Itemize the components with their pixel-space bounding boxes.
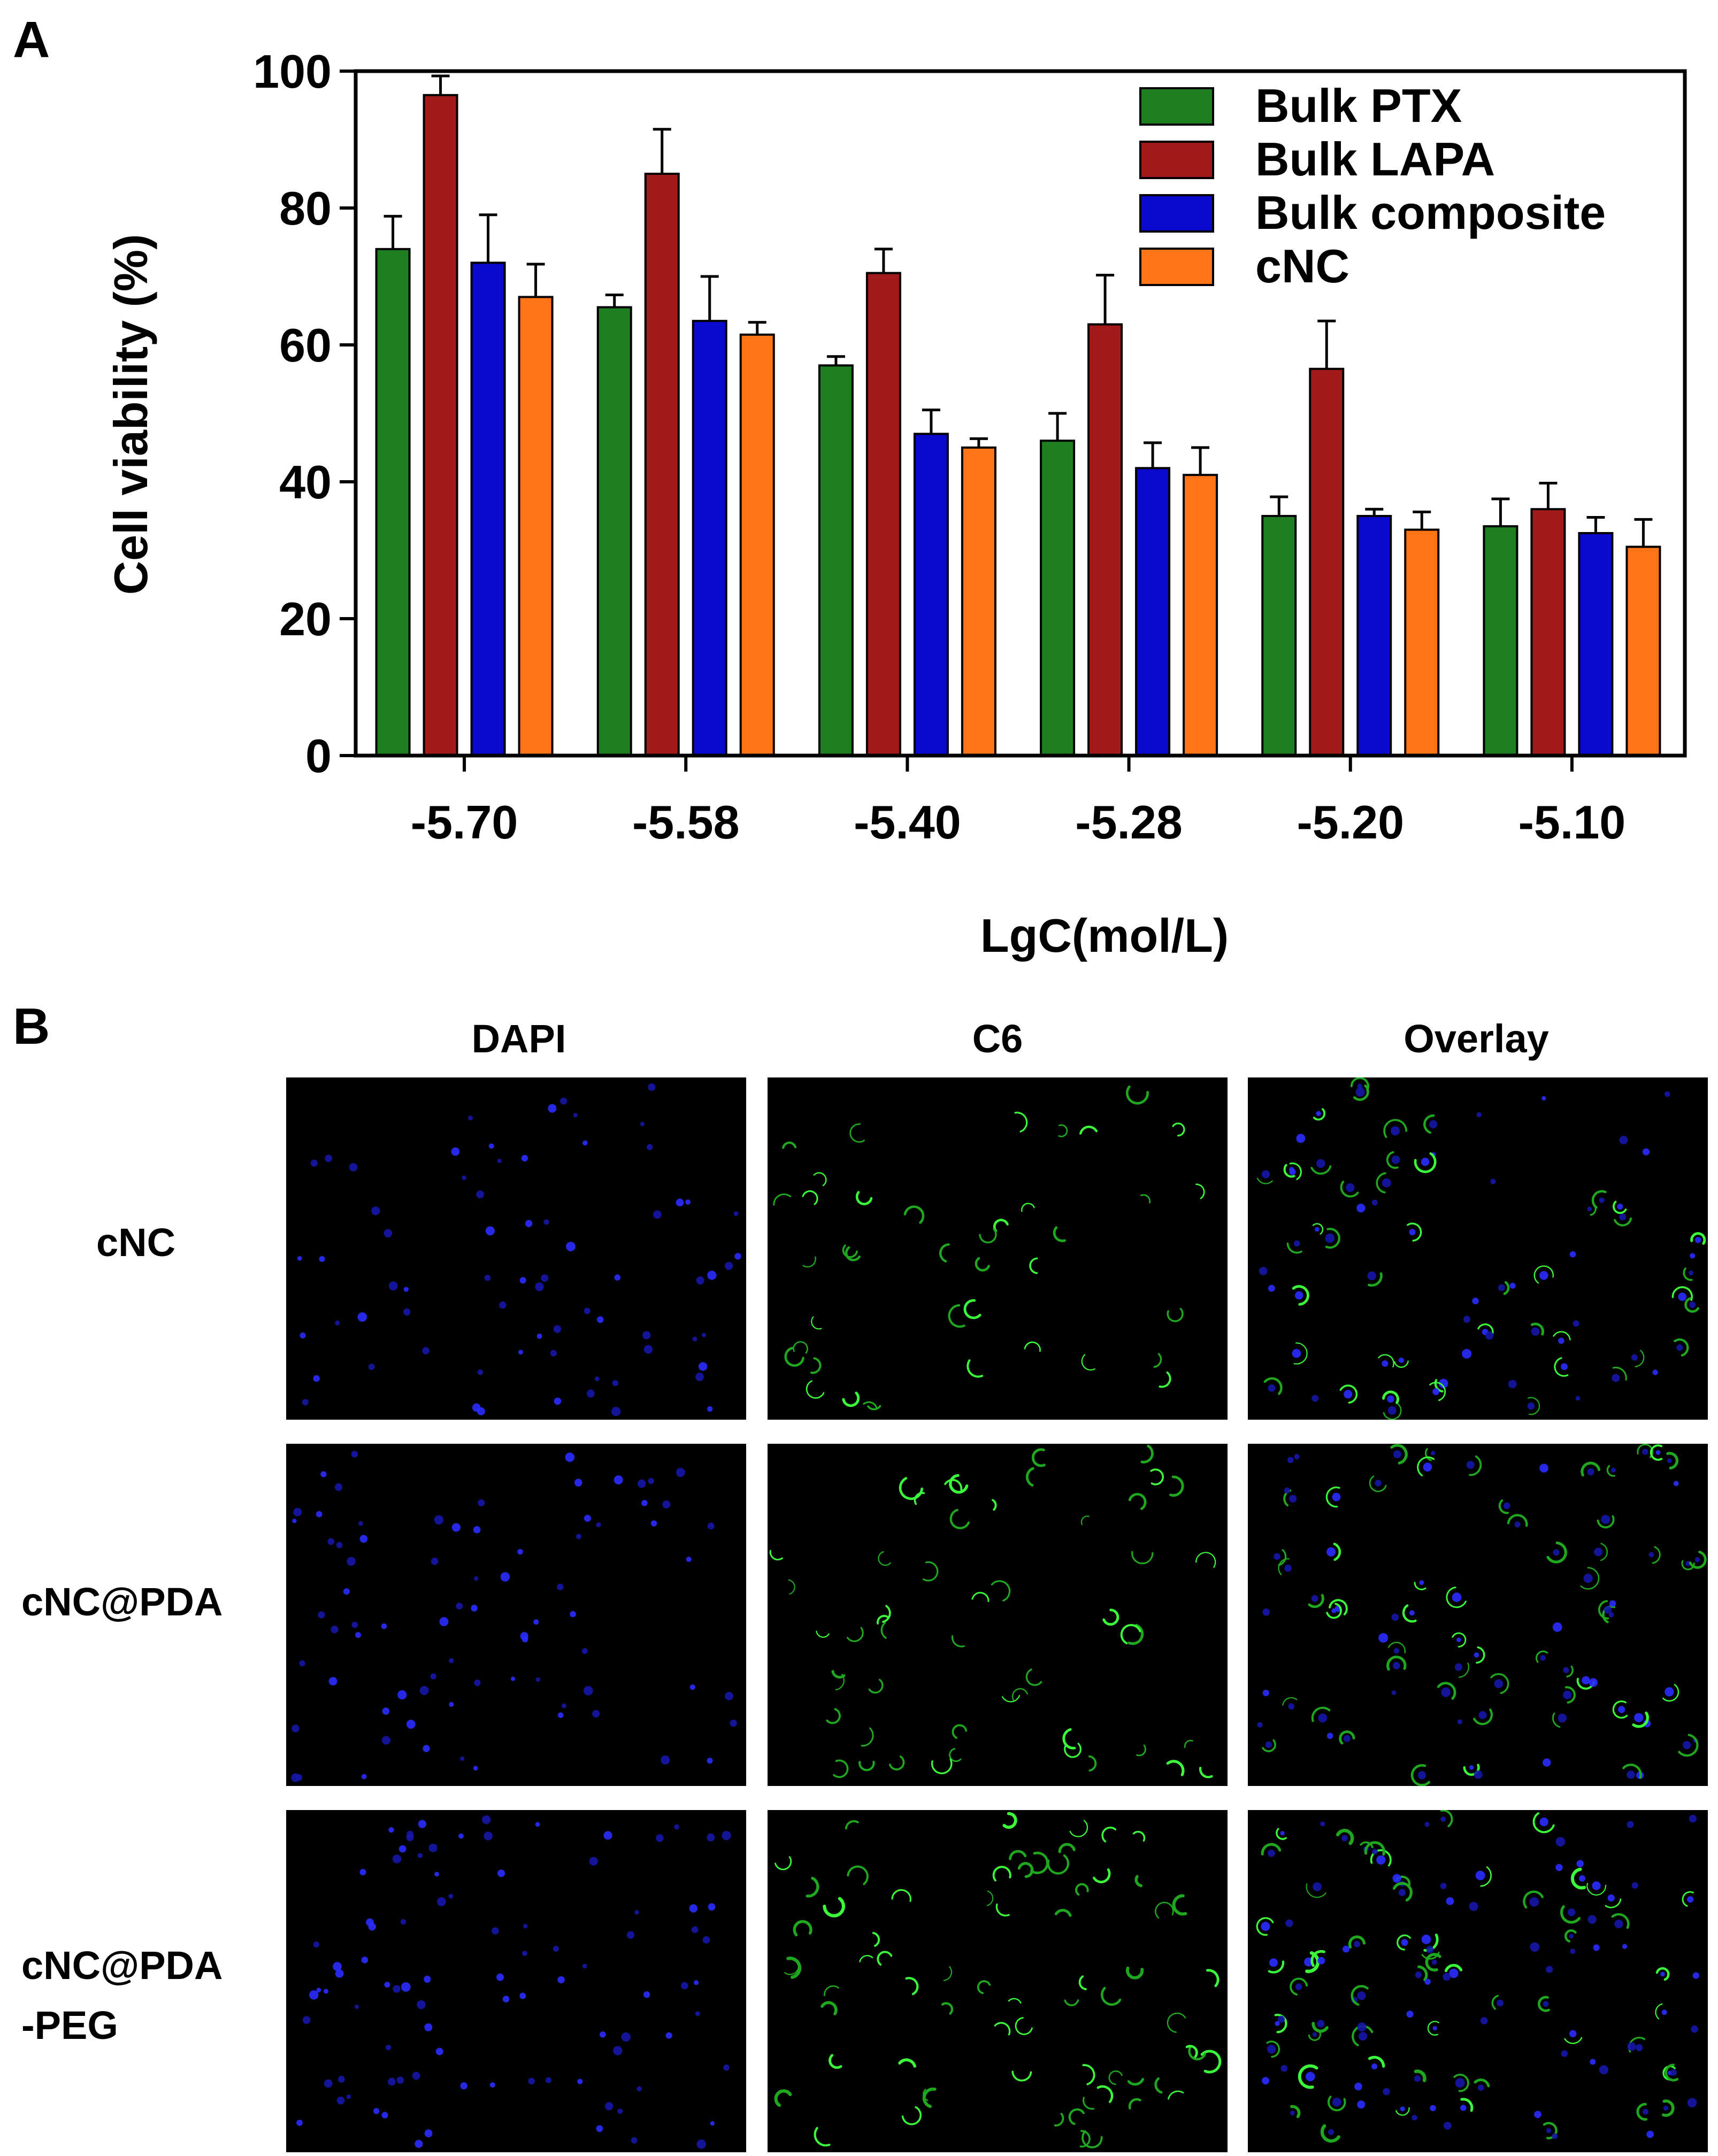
x-tick-label: -5.40 xyxy=(854,796,961,849)
bar xyxy=(1483,525,1518,757)
bar xyxy=(1309,367,1345,757)
panel-b-label: B xyxy=(13,998,50,1055)
y-tick-label: 100 xyxy=(253,45,332,98)
bar xyxy=(739,333,775,757)
legend-swatch xyxy=(1139,141,1214,179)
column-header-dapi: DAPI xyxy=(471,1017,566,1061)
micrograph-cnc-overlay xyxy=(1248,1077,1708,1420)
bar xyxy=(1087,323,1123,757)
legend-swatch xyxy=(1139,87,1214,126)
legend-label: cNC xyxy=(1255,240,1349,292)
x-tick-label: -5.10 xyxy=(1518,796,1626,849)
y-tick-label: 60 xyxy=(279,319,332,372)
legend-label: Bulk LAPA xyxy=(1255,133,1495,186)
bar xyxy=(423,94,458,757)
bar xyxy=(692,320,727,757)
micrograph-cnc-dapi xyxy=(286,1077,746,1420)
y-tick-label: 40 xyxy=(279,456,332,509)
bar xyxy=(1261,515,1297,757)
bar xyxy=(1183,474,1218,757)
x-tick-label: -5.20 xyxy=(1297,796,1404,849)
row-label-cnc-pda: cNC@PDA xyxy=(21,1580,223,1624)
y-tick-label: 80 xyxy=(279,182,332,235)
micrograph-cnc-pda-peg-dapi xyxy=(286,1810,746,2152)
bar xyxy=(518,296,554,757)
row-label-cnc-pda-peg: cNC@PDA -PEG xyxy=(21,1943,223,2047)
row-label-cnc: cNC xyxy=(96,1220,176,1265)
x-tick-label: -5.70 xyxy=(411,796,518,849)
micrograph-cnc-pda-c6 xyxy=(768,1444,1228,1786)
bar xyxy=(1625,545,1661,757)
column-header-c6: C6 xyxy=(972,1017,1023,1061)
y-axis-label: Cell viability (%) xyxy=(104,234,157,595)
y-tick-label: 0 xyxy=(305,729,332,782)
y-tick-label: 20 xyxy=(279,592,332,645)
bar xyxy=(375,248,411,757)
bar xyxy=(1578,532,1614,757)
bar xyxy=(1404,528,1440,757)
bar xyxy=(913,433,949,757)
bar xyxy=(596,306,632,757)
bar xyxy=(470,261,506,757)
panel-a-label: A xyxy=(13,11,50,68)
legend-label: Bulk PTX xyxy=(1255,79,1462,132)
bar xyxy=(644,173,680,757)
bar xyxy=(865,272,901,757)
bar xyxy=(1135,467,1171,757)
x-tick-label: -5.58 xyxy=(632,796,740,849)
bar xyxy=(1530,508,1566,757)
micrograph-cnc-pda-peg-c6 xyxy=(768,1810,1228,2152)
plot-frame xyxy=(354,69,1687,758)
micrograph-cnc-pda-peg-overlay xyxy=(1248,1810,1708,2152)
cell-viability-bar-chart: -5.70 -5.58 -5.40 -5.28 -5.20 -5.10 0 20 40 60 80 1… xyxy=(104,45,1687,962)
micrograph-cnc-pda-dapi xyxy=(286,1444,746,1786)
column-header-overlay: Overlay xyxy=(1403,1017,1549,1061)
micrograph-cnc-pda-overlay xyxy=(1248,1444,1708,1786)
legend-label: Bulk composite xyxy=(1255,186,1606,239)
bar xyxy=(818,364,854,757)
x-tick-label: -5.28 xyxy=(1075,796,1183,849)
bar xyxy=(961,446,996,757)
bar xyxy=(1356,515,1392,757)
legend-swatch xyxy=(1139,248,1214,286)
axes-layer: -5.70 -5.58 -5.40 -5.28 -5.20 -5.10 0 20 40 60 80 1… xyxy=(253,45,1687,849)
legend-swatch xyxy=(1139,194,1214,233)
bars-layer xyxy=(375,74,1661,757)
micrograph-cnc-c6 xyxy=(768,1077,1228,1420)
bar xyxy=(1040,440,1076,757)
x-axis-label: LgC(mol/L) xyxy=(980,909,1229,962)
